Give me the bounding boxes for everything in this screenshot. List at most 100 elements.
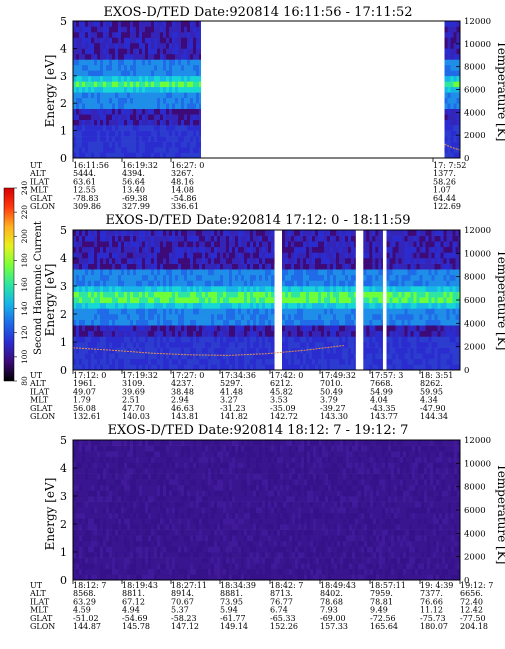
spectrogram-cell [351,274,355,281]
spectrogram-cell [103,468,107,474]
spectrogram-cell [398,246,402,253]
spectrogram-cell [450,64,454,71]
spectrogram-cell [124,119,128,126]
spectrogram-cell [193,269,197,276]
orbit-cell: 63.61 [73,177,96,186]
spectrogram-cell [235,302,239,309]
spectrogram-cell [88,445,92,452]
spectrogram-cell [395,364,399,371]
spectrogram-cell [94,546,98,553]
spectrogram-cell [79,319,83,326]
spectrogram-cell [450,81,454,88]
spectrogram-cell [223,258,227,264]
spectrogram-cell [88,568,92,575]
spectrogram-cell [106,152,110,159]
spectrogram-cell [285,252,289,259]
spectrogram-cell [169,319,173,326]
spectrogram-cell [232,319,236,326]
spectrogram-cell [318,274,322,281]
spectrogram-cell [452,364,456,371]
spectrogram-cell [202,319,206,326]
spectrogram-cell [91,42,95,49]
spectrogram-cell [166,336,170,343]
spectrogram-cell [112,512,116,519]
spectrogram-cell [88,286,92,292]
spectrogram-cell [437,258,441,264]
spectrogram-cell [160,97,164,104]
spectrogram-cell [130,286,134,292]
spectrogram-cell [73,445,77,452]
spectrogram-cell [190,108,194,115]
spectrogram-cell [124,364,128,371]
spectrogram-cell [187,64,191,71]
spectrogram-cell [115,263,119,270]
spectrogram-cell [345,353,349,360]
spectrogram-cell [73,92,77,98]
spectrogram-cell [136,147,140,153]
spectrogram-cell [309,342,313,348]
spectrogram-cell [88,552,92,558]
spectrogram-cell [151,75,155,82]
spectrogram-cell [136,42,140,49]
spectrogram-cell [142,274,146,281]
spectrogram-cell [97,246,101,253]
spectrogram-cell [139,136,143,142]
spectrogram-cell [175,353,179,360]
spectrogram-cell [160,246,164,253]
spectrogram-cell [166,280,170,287]
spectrogram-cell [419,358,423,365]
spectrogram-cell [404,274,408,281]
spectrogram-cell [115,291,119,298]
spectrogram-cell [76,529,80,536]
spectrogram-cell [121,297,125,304]
spectrogram-cell [184,235,188,242]
spectrogram-cell [94,26,98,33]
spectrogram-cell [154,353,158,360]
spectrogram-cell [422,252,426,259]
spectrogram-cell [419,235,423,242]
spectrogram-cell [91,141,95,148]
spectrogram-cell [79,286,83,292]
orbit-table: UT 17:12: 0 17:19:32 17:27: 0 17:34:36 17:42:… [29,371,453,421]
spectrogram-cell [121,353,125,360]
spectrogram-cell [453,37,457,44]
spectrogram-cell [190,37,194,44]
spectrogram-cell [139,114,143,120]
spectrogram-cell [303,241,307,248]
spectrogram-cell [112,246,116,253]
spectrogram-cell [127,314,131,320]
spectrogram-cell [297,230,301,236]
spectrogram-cell [235,235,239,242]
spectrogram-cell [115,119,119,126]
spectrogram-cell [407,280,411,287]
spectrogram-cell [112,479,116,486]
spectrogram-cell [369,269,373,276]
spectrogram-cell [434,263,438,270]
spectrogram-cell [285,314,289,320]
spectrogram-cell [94,358,98,365]
spectrogram-cell [157,342,161,348]
spectrogram-cell [82,114,86,120]
spectrogram-cell [193,347,197,354]
spectrogram-cell [205,252,209,259]
spectrogram-cell [184,147,188,153]
spectrogram-cell [73,86,77,93]
spectrogram-cell [407,336,411,343]
spectrogram-cell [336,308,340,315]
spectrogram-cell [199,86,202,93]
spectrogram-cell [274,280,275,287]
spectrogram-cell [336,319,340,326]
spectrogram-cell [449,319,453,326]
spectrogram-cell [303,319,307,326]
spectrogram-cell [76,125,80,131]
spectrogram-cell [339,269,343,276]
spectrogram-cell [288,269,292,276]
spectrogram-cell [398,314,402,320]
spectrogram-cell [187,125,191,131]
spectrogram-cell [271,353,275,360]
spectrogram-cell [76,358,80,365]
spectrogram-cell [130,136,134,142]
spectrogram-cell [181,347,185,354]
spectrogram-cell [124,70,128,77]
spectrogram-cell [407,230,411,236]
